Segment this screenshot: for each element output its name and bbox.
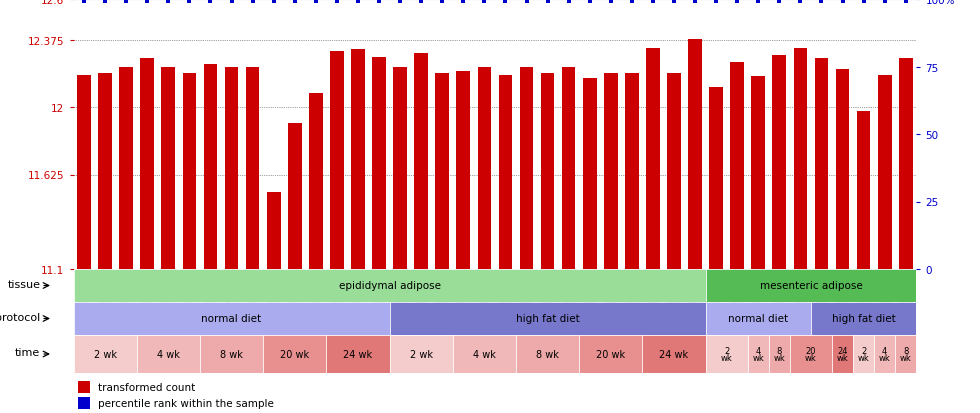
Text: tissue: tissue xyxy=(8,279,40,289)
Bar xyxy=(162,68,175,269)
Bar xyxy=(519,68,533,269)
Bar xyxy=(182,74,196,269)
Bar xyxy=(415,54,428,269)
Text: high fat diet: high fat diet xyxy=(515,314,579,324)
Bar xyxy=(604,74,617,269)
Bar xyxy=(499,76,513,269)
Bar xyxy=(857,112,870,269)
Bar xyxy=(706,335,748,373)
Text: 24 wk: 24 wk xyxy=(660,349,689,359)
Text: 2 wk: 2 wk xyxy=(410,349,432,359)
Bar xyxy=(224,68,238,269)
Bar xyxy=(98,74,112,269)
Bar xyxy=(790,335,832,373)
Bar xyxy=(435,74,449,269)
Bar xyxy=(836,70,850,269)
Text: 20 wk: 20 wk xyxy=(280,349,310,359)
Bar xyxy=(78,381,90,393)
Bar xyxy=(120,68,133,269)
Bar xyxy=(78,397,90,409)
Text: normal diet: normal diet xyxy=(728,314,788,324)
Bar xyxy=(541,74,555,269)
Bar xyxy=(874,335,896,373)
Bar xyxy=(326,335,390,373)
Bar xyxy=(372,57,386,269)
Bar xyxy=(706,302,811,335)
Text: 20 wk: 20 wk xyxy=(596,349,625,359)
Text: high fat diet: high fat diet xyxy=(832,314,896,324)
Bar xyxy=(263,335,326,373)
Bar xyxy=(393,68,407,269)
Bar xyxy=(516,335,579,373)
Bar xyxy=(288,124,302,269)
Bar xyxy=(878,76,892,269)
Bar xyxy=(710,88,723,269)
Bar xyxy=(74,335,137,373)
Bar xyxy=(646,48,660,269)
Text: 4 wk: 4 wk xyxy=(473,349,496,359)
Bar xyxy=(899,59,912,269)
Text: 24
wk: 24 wk xyxy=(837,346,849,363)
Bar xyxy=(814,59,828,269)
Bar xyxy=(794,48,808,269)
Bar xyxy=(625,74,639,269)
Bar xyxy=(351,50,365,269)
Bar xyxy=(769,335,790,373)
Bar xyxy=(246,68,260,269)
Bar xyxy=(330,52,344,269)
Bar xyxy=(267,192,280,269)
Text: percentile rank within the sample: percentile rank within the sample xyxy=(98,398,273,408)
Text: epididymal adipose: epididymal adipose xyxy=(338,281,441,291)
Bar xyxy=(752,77,765,269)
Text: 4
wk: 4 wk xyxy=(879,346,891,363)
Text: 8
wk: 8 wk xyxy=(773,346,785,363)
Bar xyxy=(74,269,706,302)
Bar xyxy=(667,74,681,269)
Text: 2
wk: 2 wk xyxy=(721,346,732,363)
Bar xyxy=(390,335,453,373)
Text: 4
wk: 4 wk xyxy=(753,346,764,363)
Text: 2
wk: 2 wk xyxy=(858,346,869,363)
Text: 20
wk: 20 wk xyxy=(806,346,816,363)
Bar xyxy=(811,302,916,335)
Bar xyxy=(477,68,491,269)
Bar xyxy=(772,56,786,269)
Text: 8 wk: 8 wk xyxy=(220,349,243,359)
Bar xyxy=(562,68,575,269)
Bar xyxy=(854,335,874,373)
Bar xyxy=(74,302,390,335)
Text: 2 wk: 2 wk xyxy=(94,349,117,359)
Bar xyxy=(137,335,200,373)
Bar xyxy=(140,59,154,269)
Text: 8 wk: 8 wk xyxy=(536,349,559,359)
Bar xyxy=(583,79,597,269)
Bar xyxy=(453,335,516,373)
Bar xyxy=(204,65,218,269)
Text: mesenteric adipose: mesenteric adipose xyxy=(760,281,862,291)
Text: 8
wk: 8 wk xyxy=(900,346,911,363)
Bar xyxy=(643,335,706,373)
Bar xyxy=(896,335,916,373)
Bar xyxy=(706,269,916,302)
Text: 24 wk: 24 wk xyxy=(343,349,372,359)
Bar xyxy=(77,76,91,269)
Text: normal diet: normal diet xyxy=(202,314,262,324)
Text: protocol: protocol xyxy=(0,312,40,322)
Bar xyxy=(688,40,702,269)
Bar xyxy=(832,335,854,373)
Bar xyxy=(748,335,769,373)
Bar xyxy=(579,335,643,373)
Bar xyxy=(730,63,744,269)
Text: time: time xyxy=(15,347,40,357)
Text: transformed count: transformed count xyxy=(98,382,195,392)
Text: 4 wk: 4 wk xyxy=(157,349,179,359)
Bar xyxy=(309,93,322,269)
Bar xyxy=(200,335,263,373)
Bar xyxy=(390,302,706,335)
Bar xyxy=(457,72,470,269)
